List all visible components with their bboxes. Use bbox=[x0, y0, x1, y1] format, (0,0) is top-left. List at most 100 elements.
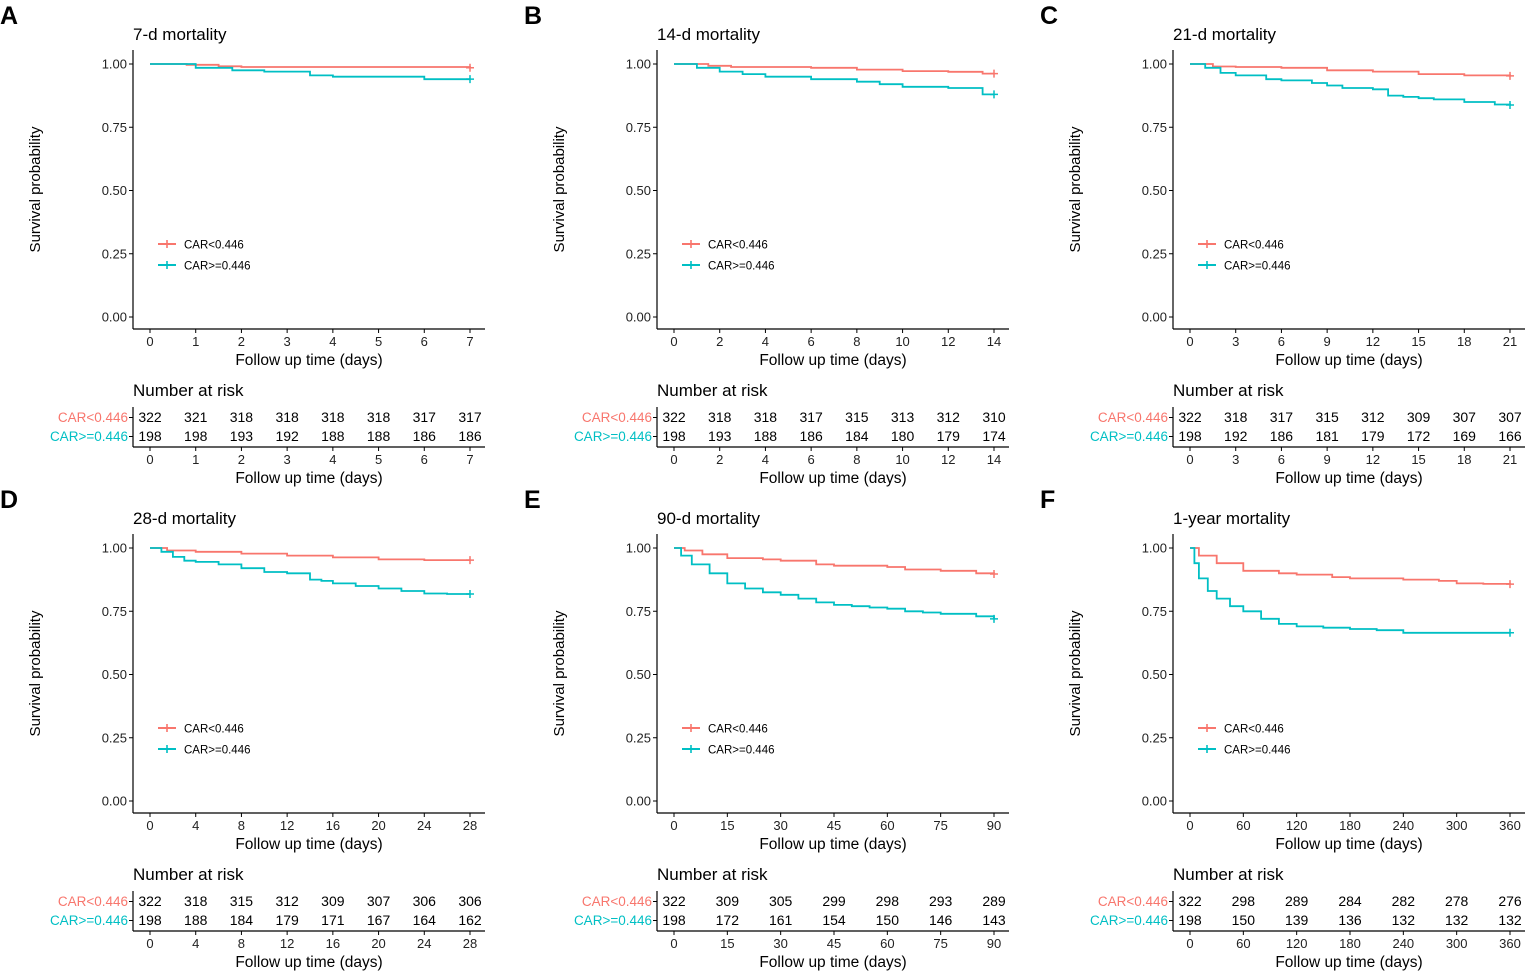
risk-count: 143 bbox=[982, 912, 1006, 928]
risk-row-label: CAR>=0.446 bbox=[574, 913, 652, 928]
x-tick-label: 0 bbox=[1186, 334, 1193, 349]
risk-x-tick-label: 8 bbox=[238, 936, 245, 951]
risk-x-axis-label: Follow up time (days) bbox=[235, 954, 382, 971]
risk-count: 192 bbox=[275, 428, 299, 444]
y-tick-label: 0.25 bbox=[1142, 246, 1167, 261]
risk-x-tick-label: 0 bbox=[1186, 452, 1193, 467]
legend-label: CAR>=0.446 bbox=[708, 745, 775, 757]
risk-x-tick-label: 20 bbox=[371, 936, 385, 951]
risk-count: 322 bbox=[138, 409, 162, 425]
risk-count: 184 bbox=[230, 912, 254, 928]
y-tick-label: 1.00 bbox=[626, 541, 651, 556]
censor-mark bbox=[990, 570, 998, 579]
y-tick-label: 0.75 bbox=[626, 120, 651, 135]
censor-mark bbox=[990, 69, 998, 78]
y-tick-label: 0.00 bbox=[1142, 794, 1167, 809]
risk-count: 150 bbox=[876, 912, 900, 928]
y-tick-label: 0.75 bbox=[626, 604, 651, 619]
risk-count: 193 bbox=[708, 428, 732, 444]
risk-table-title: Number at risk bbox=[657, 381, 768, 400]
legend-label: CAR<0.446 bbox=[184, 724, 244, 736]
risk-x-tick-label: 0 bbox=[146, 936, 153, 951]
risk-count: 169 bbox=[1453, 428, 1477, 444]
x-tick-label: 2 bbox=[716, 334, 723, 349]
risk-count: 317 bbox=[799, 409, 823, 425]
risk-count: 318 bbox=[321, 409, 345, 425]
censor-mark bbox=[990, 90, 998, 99]
x-tick-label: 75 bbox=[933, 818, 947, 833]
km-panel-c: C 21-d mortality Survival probability 0.00 0… bbox=[1040, 2, 1525, 487]
risk-x-tick-label: 4 bbox=[192, 936, 199, 951]
km-curve-car-0-446 bbox=[674, 547, 995, 575]
x-axis-label: Follow up time (days) bbox=[1275, 352, 1422, 369]
x-tick-label: 12 bbox=[1366, 334, 1380, 349]
censor-mark bbox=[1506, 100, 1514, 109]
x-tick-label: 14 bbox=[987, 334, 1001, 349]
risk-count: 318 bbox=[184, 893, 208, 909]
x-tick-label: 90 bbox=[987, 818, 1001, 833]
risk-row-label: CAR>=0.446 bbox=[574, 429, 652, 444]
x-tick-label: 21 bbox=[1503, 334, 1517, 349]
risk-row-label: CAR>=0.446 bbox=[1090, 913, 1168, 928]
y-tick-label: 0.25 bbox=[626, 730, 651, 745]
risk-count: 317 bbox=[413, 409, 437, 425]
risk-count: 276 bbox=[1498, 893, 1522, 909]
panel-title: 28-d mortality bbox=[133, 509, 236, 528]
risk-x-tick-label: 60 bbox=[880, 936, 894, 951]
legend-label: CAR>=0.446 bbox=[184, 261, 251, 273]
panel-letter: A bbox=[0, 2, 18, 30]
risk-count: 192 bbox=[1224, 428, 1248, 444]
risk-row-label: CAR>=0.446 bbox=[50, 429, 128, 444]
risk-count: 136 bbox=[1338, 912, 1362, 928]
risk-x-tick-label: 0 bbox=[670, 452, 677, 467]
km-panel-f: F 1-year mortality Survival probability 0.0… bbox=[1040, 486, 1525, 971]
risk-count: 282 bbox=[1392, 893, 1416, 909]
risk-x-tick-label: 10 bbox=[895, 452, 909, 467]
x-tick-label: 240 bbox=[1392, 818, 1414, 833]
risk-row-label: CAR<0.446 bbox=[582, 410, 652, 425]
risk-count: 289 bbox=[1285, 893, 1309, 909]
risk-x-tick-label: 28 bbox=[463, 936, 477, 951]
risk-count: 293 bbox=[929, 893, 953, 909]
y-tick-label: 0.75 bbox=[1142, 120, 1167, 135]
y-tick-label: 0.75 bbox=[102, 604, 127, 619]
risk-row-label: CAR<0.446 bbox=[58, 894, 128, 909]
x-axis-label: Follow up time (days) bbox=[759, 352, 906, 369]
km-curve-car-0-446 bbox=[674, 63, 994, 75]
risk-count: 139 bbox=[1285, 912, 1309, 928]
risk-count: 289 bbox=[982, 893, 1006, 909]
risk-count: 132 bbox=[1498, 912, 1522, 928]
risk-x-tick-label: 2 bbox=[716, 452, 723, 467]
panel-title: 90-d mortality bbox=[657, 509, 760, 528]
y-axis-label: Survival probability bbox=[27, 610, 44, 736]
panel-title: 1-year mortality bbox=[1173, 509, 1291, 528]
y-tick-label: 0.50 bbox=[1142, 667, 1167, 682]
risk-count: 315 bbox=[230, 893, 254, 909]
y-tick-label: 1.00 bbox=[1142, 541, 1167, 556]
risk-x-tick-label: 0 bbox=[146, 452, 153, 467]
y-tick-label: 1.00 bbox=[102, 541, 127, 556]
y-tick-label: 0.75 bbox=[1142, 604, 1167, 619]
risk-count: 174 bbox=[982, 428, 1006, 444]
risk-count: 309 bbox=[716, 893, 740, 909]
risk-table-title: Number at risk bbox=[657, 865, 768, 884]
risk-count: 198 bbox=[184, 428, 208, 444]
risk-count: 198 bbox=[138, 428, 162, 444]
km-panel-a: A 7-d mortality Survival probability 0.00 0.… bbox=[0, 2, 485, 487]
y-tick-label: 0.50 bbox=[626, 183, 651, 198]
x-axis-label: Follow up time (days) bbox=[235, 352, 382, 369]
x-tick-label: 0 bbox=[670, 334, 677, 349]
x-tick-label: 20 bbox=[371, 818, 385, 833]
km-curve-car-0-446 bbox=[1190, 63, 1511, 77]
risk-count: 309 bbox=[1407, 409, 1431, 425]
risk-x-tick-label: 14 bbox=[987, 452, 1001, 467]
x-axis-label: Follow up time (days) bbox=[235, 836, 382, 853]
censor-mark bbox=[1506, 628, 1514, 637]
km-curve-car-0-446 bbox=[674, 63, 994, 96]
x-tick-label: 4 bbox=[762, 334, 769, 349]
y-tick-label: 0.00 bbox=[102, 310, 127, 325]
x-tick-label: 1 bbox=[192, 334, 199, 349]
risk-x-tick-label: 15 bbox=[1411, 452, 1425, 467]
risk-count: 188 bbox=[367, 428, 391, 444]
